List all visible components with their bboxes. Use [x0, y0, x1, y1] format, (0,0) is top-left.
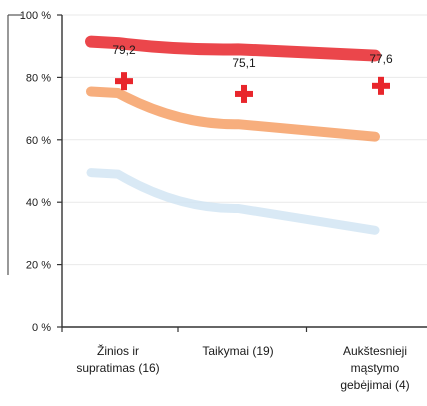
- cross-marker-v-0: [121, 72, 127, 91]
- cross-marker-0: [115, 72, 133, 91]
- cross-marker-v-1: [241, 84, 247, 103]
- markers: [115, 72, 390, 103]
- x-category-line-0-0: Žinios ir: [97, 343, 139, 358]
- data-label-2: 77,6: [369, 52, 393, 66]
- data-label-0: 79,2: [112, 43, 136, 57]
- cross-marker-1: [235, 84, 253, 103]
- x-tick-labels: Žinios ir supratimas (16) Taikymai (19) Auk…: [76, 343, 409, 392]
- x-category-line-2-2: gebėjimai (4): [340, 378, 409, 392]
- x-category-label-0: Žinios ir supratimas (16): [76, 343, 159, 375]
- x-category-line-2-0: Aukštesnieji: [343, 344, 407, 358]
- y-tick-label-0: 0 %: [32, 322, 51, 334]
- cross-marker-v-2: [378, 76, 384, 95]
- data-labels: 79,2 75,1 77,6: [112, 43, 393, 70]
- x-category-label-1: Taikymai (19): [202, 344, 273, 358]
- axes: [7, 14, 427, 332]
- y-tick-label-20: 20 %: [26, 260, 51, 272]
- data-label-1: 75,1: [232, 56, 256, 70]
- x-category-line-2-1: mąstymo: [351, 361, 400, 375]
- series-line-1: [86, 86, 380, 142]
- x-category-label-2: Aukštesnieji mąstymo gebėjimai (4): [340, 344, 409, 392]
- x-category-line-1-0: Taikymai (19): [202, 344, 273, 358]
- series-line-2: [86, 168, 380, 235]
- x-category-line-0-1: supratimas (16): [76, 361, 159, 375]
- y-tick-label-60: 60 %: [26, 135, 51, 147]
- series-line-0: [85, 35, 381, 62]
- y-tick-label-100: 100 %: [20, 10, 51, 22]
- y-tick-labels: 0 % 20 % 40 % 60 % 80 % 100 %: [20, 10, 51, 334]
- cross-marker-2: [372, 76, 390, 95]
- series-lines: [85, 35, 381, 235]
- y-tick-label-80: 80 %: [26, 72, 51, 84]
- y-tick-label-40: 40 %: [26, 197, 51, 209]
